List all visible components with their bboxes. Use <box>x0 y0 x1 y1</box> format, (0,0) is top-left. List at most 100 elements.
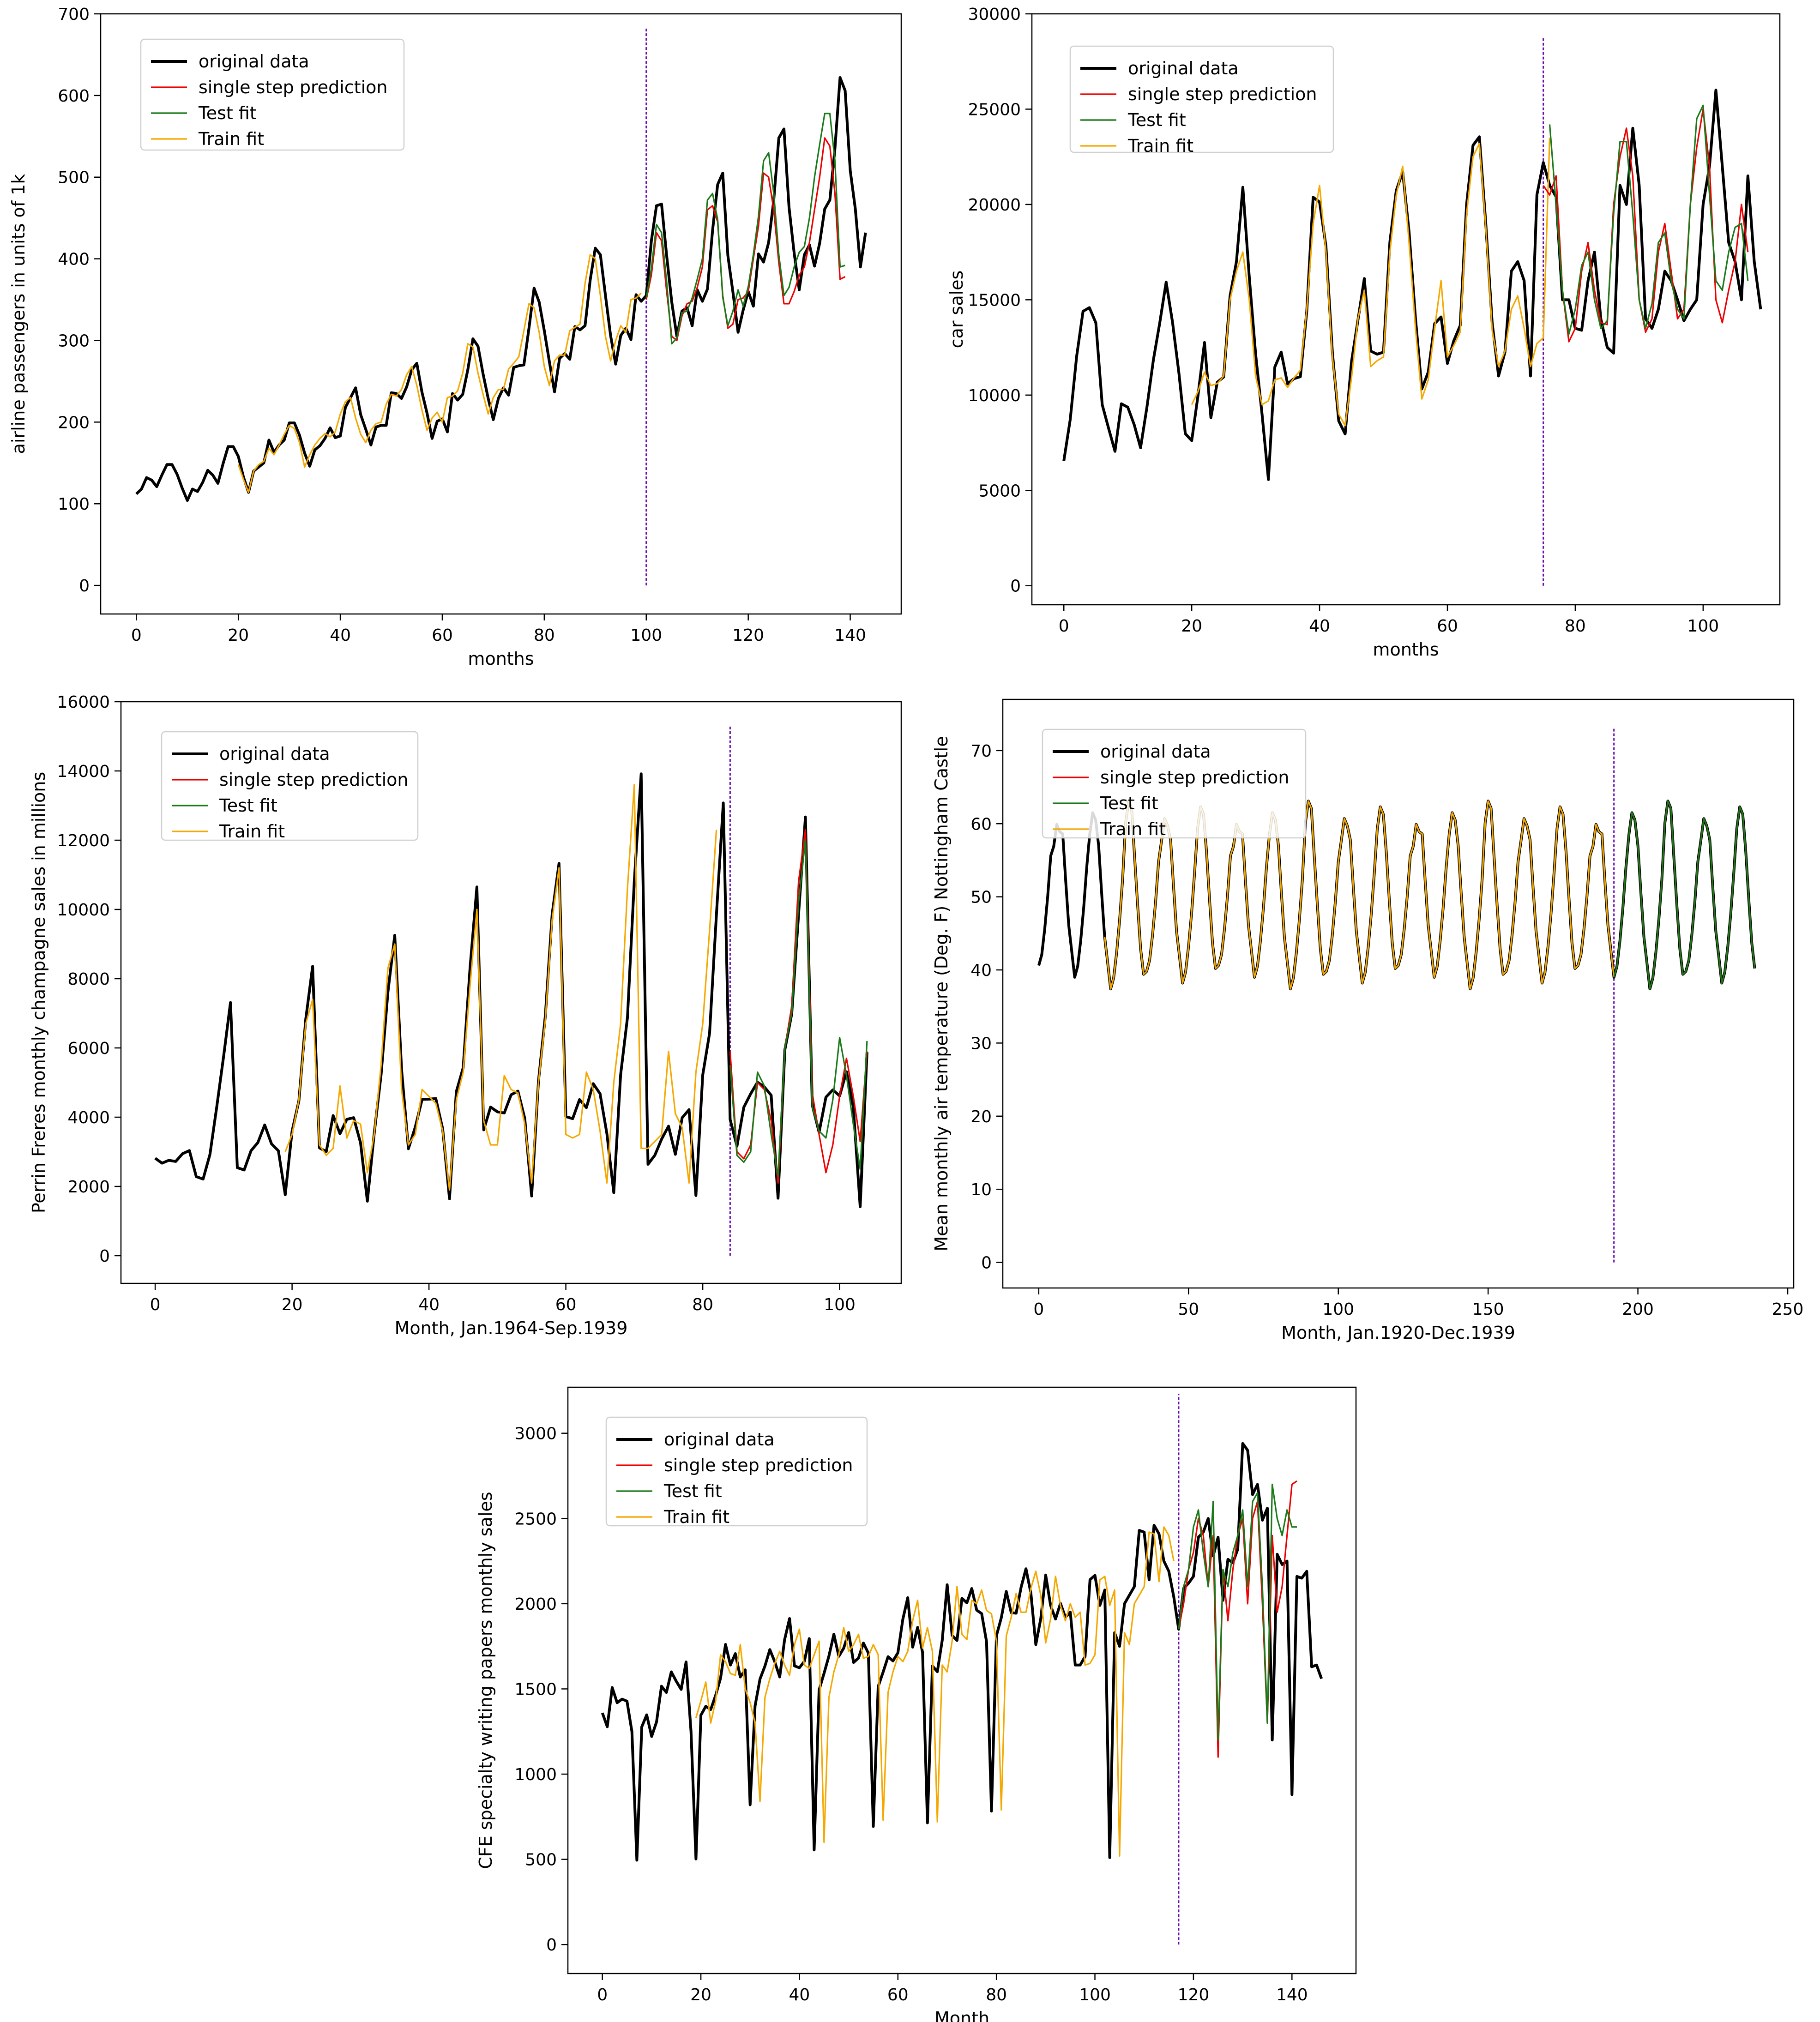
x-tick-label: 0 <box>1059 617 1069 636</box>
y-tick-label: 500 <box>525 1851 557 1870</box>
y-tick-label: 500 <box>58 168 90 187</box>
y-tick-label: 0 <box>79 577 90 596</box>
y-tick-label: 700 <box>58 5 90 24</box>
legend-label: single step prediction <box>219 770 409 790</box>
y-tick-label: 3000 <box>514 1425 557 1444</box>
y-tick-label: 10000 <box>968 386 1021 405</box>
series-Test-fit <box>1613 800 1756 990</box>
series-Train-fit <box>695 1526 1175 1857</box>
legend-label: Train fit <box>219 821 285 842</box>
y-tick-label: 50 <box>970 888 992 907</box>
y-tick-label: 400 <box>58 250 90 269</box>
chart-4: 0 50 100 150 200 250 0 10 20 30 40 50 60 70 Month, Jan… <box>931 698 1804 1343</box>
legend-box <box>1069 45 1334 153</box>
x-tick-label: 40 <box>789 1986 810 2004</box>
plot-frame <box>567 1386 1357 1974</box>
chart-5: 0 20 40 60 80 100 120 140 0 500 1000 1500 2000 2500 30… <box>476 1386 1357 2022</box>
x-axis-label: Month, Jan.1920-Dec.1939 <box>1281 1323 1515 1343</box>
x-tick-label: 200 <box>1622 1300 1654 1319</box>
x-tick-label: 40 <box>418 1295 440 1314</box>
series-Train-fit <box>284 784 717 1191</box>
y-tick-label: 12000 <box>57 831 110 850</box>
y-axis-label: Perrin Freres monthly champagne sales in… <box>29 772 49 1213</box>
x-tick-label: 100 <box>1322 1300 1354 1319</box>
legend-label: single step prediction <box>199 77 388 97</box>
legend: original data single step prediction Test … <box>1042 728 1307 839</box>
y-tick-label: 2000 <box>514 1595 557 1614</box>
x-tick-label: 80 <box>692 1295 713 1314</box>
y-tick-label: 14000 <box>57 762 110 781</box>
legend-label: Test fit <box>663 1481 722 1501</box>
y-axis-label: airline passengers in units of 1k <box>8 174 29 454</box>
legend-label: original data <box>219 744 330 764</box>
x-tick-label: 140 <box>834 626 866 645</box>
series-single-step-prediction <box>729 829 868 1184</box>
legend-label: single step prediction <box>1100 767 1290 788</box>
legend-label: single step prediction <box>1128 84 1317 104</box>
x-tick-label: 0 <box>1033 1300 1044 1319</box>
x-tick-label: 0 <box>131 626 142 645</box>
plot-frame <box>100 13 902 615</box>
legend-label: Test fit <box>198 103 257 123</box>
y-tick-label: 5000 <box>978 481 1021 500</box>
y-tick-label: 8000 <box>67 970 110 989</box>
x-axis-label: months <box>468 649 534 669</box>
x-tick-label: 100 <box>1687 617 1719 636</box>
plot-frame <box>1031 13 1781 606</box>
legend-box <box>1042 728 1307 839</box>
legend: original data single step prediction Test … <box>161 731 419 842</box>
x-tick-label: 250 <box>1772 1300 1804 1319</box>
legend-label: original data <box>199 51 309 72</box>
series-Train-fit <box>237 254 642 493</box>
legend-label: original data <box>1100 741 1211 762</box>
legend-box <box>605 1416 868 1527</box>
x-tick-label: 60 <box>1437 617 1458 636</box>
y-tick-label: 100 <box>58 495 90 514</box>
y-tick-label: 300 <box>58 331 90 350</box>
series-original-data <box>154 772 868 1208</box>
x-axis-label: Month, Jan.1964-Sep.1939 <box>395 1318 628 1338</box>
x-tick-label: 0 <box>597 1986 608 2004</box>
x-tick-label: 100 <box>630 626 662 645</box>
x-tick-label: 20 <box>1181 617 1202 636</box>
y-tick-label: 1000 <box>514 1765 557 1784</box>
y-axis-label: Mean monthly air temperature (Deg. F) No… <box>931 736 952 1251</box>
legend-label: Train fit <box>663 1507 729 1527</box>
y-tick-label: 6000 <box>67 1039 110 1058</box>
y-tick-label: 2000 <box>67 1178 110 1197</box>
x-tick-label: 80 <box>534 626 555 645</box>
plot-frame <box>120 701 902 1284</box>
y-tick-label: 16000 <box>57 693 110 712</box>
series-Train-fit <box>1191 138 1551 427</box>
series-Test-fit <box>1549 104 1749 335</box>
y-tick-label: 0 <box>1010 577 1021 596</box>
y-tick-label: 1500 <box>514 1680 557 1699</box>
y-tick-label: 15000 <box>968 291 1021 310</box>
x-tick-label: 20 <box>228 626 249 645</box>
legend-label: Test fit <box>1100 793 1158 813</box>
x-tick-label: 40 <box>1309 617 1330 636</box>
y-tick-label: 25000 <box>968 100 1021 119</box>
y-tick-label: 20000 <box>968 196 1021 215</box>
legend-label: Train fit <box>198 129 264 149</box>
series-original-data <box>135 76 867 502</box>
x-tick-label: 80 <box>1565 617 1586 636</box>
x-tick-label: 80 <box>986 1986 1007 2004</box>
y-tick-label: 200 <box>58 413 90 432</box>
y-tick-label: 0 <box>981 1254 992 1273</box>
series-Test-fit <box>1178 1483 1297 1741</box>
legend: original data single step prediction Test … <box>605 1416 868 1527</box>
x-tick-label: 60 <box>887 1986 909 2004</box>
x-tick-label: 150 <box>1472 1300 1504 1319</box>
x-tick-label: 120 <box>732 626 764 645</box>
legend: original data single step prediction Test … <box>1069 45 1334 156</box>
x-tick-label: 100 <box>824 1295 856 1314</box>
x-tick-label: 50 <box>1178 1300 1199 1319</box>
y-tick-label: 0 <box>546 1936 557 1955</box>
y-tick-label: 4000 <box>67 1108 110 1127</box>
y-axis-label: car sales <box>946 271 967 349</box>
legend-label: single step prediction <box>664 1455 853 1475</box>
legend-label: original data <box>1128 58 1239 78</box>
legend: original data single step prediction Test … <box>140 38 405 151</box>
